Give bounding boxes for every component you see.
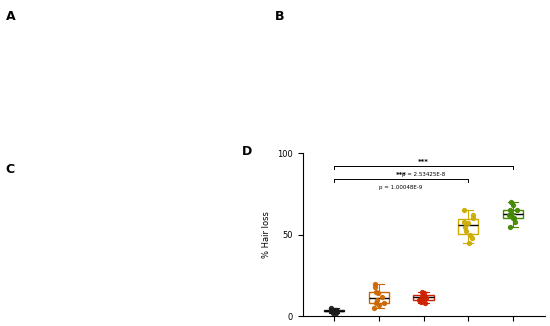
Point	[466, 232, 475, 237]
Point	[416, 297, 425, 303]
Point	[465, 240, 474, 245]
Point	[459, 219, 468, 224]
Point	[469, 213, 478, 218]
Point	[507, 200, 515, 205]
Point	[331, 309, 340, 314]
Point	[505, 224, 514, 229]
Text: p = 1.00048E-9: p = 1.00048E-9	[379, 185, 423, 190]
Point	[373, 291, 382, 296]
Point	[506, 208, 515, 213]
Text: B: B	[275, 10, 284, 23]
Point	[327, 305, 336, 311]
Point	[509, 216, 518, 221]
Text: D: D	[242, 145, 252, 158]
Point	[510, 219, 519, 224]
Point	[330, 309, 339, 314]
Text: ***: ***	[418, 159, 429, 165]
Point	[513, 208, 521, 213]
Point	[372, 297, 381, 303]
Point	[509, 203, 518, 208]
Point	[327, 307, 336, 312]
Point	[326, 309, 335, 314]
Point	[419, 292, 427, 298]
Point	[332, 310, 341, 316]
Point	[369, 305, 378, 311]
Point	[420, 294, 429, 299]
Point	[418, 289, 427, 294]
Point	[469, 216, 477, 221]
Point	[504, 213, 513, 218]
Text: C: C	[6, 163, 15, 176]
Point	[371, 284, 380, 289]
Point	[509, 212, 518, 217]
Point	[379, 301, 388, 306]
Point	[509, 216, 518, 221]
Point	[507, 211, 516, 216]
Point	[417, 294, 426, 299]
Point	[462, 229, 471, 234]
Point	[372, 301, 381, 306]
Point	[378, 294, 387, 299]
Point	[375, 302, 383, 307]
Point	[371, 289, 380, 294]
Point	[333, 309, 342, 314]
Point	[420, 301, 429, 306]
Point	[460, 208, 469, 213]
Text: p = 2.53425E-8: p = 2.53425E-8	[402, 172, 445, 177]
Point	[422, 296, 431, 301]
Y-axis label: % Hair loss: % Hair loss	[262, 211, 272, 258]
Point	[463, 221, 472, 226]
Text: A: A	[6, 10, 15, 23]
Point	[330, 307, 339, 312]
Point	[328, 310, 337, 316]
Point	[416, 299, 425, 304]
Text: ***: ***	[395, 172, 406, 178]
Point	[460, 224, 469, 229]
Point	[419, 291, 428, 296]
Point	[331, 307, 340, 312]
Point	[468, 235, 476, 241]
Point	[371, 281, 380, 286]
Point	[415, 297, 424, 303]
